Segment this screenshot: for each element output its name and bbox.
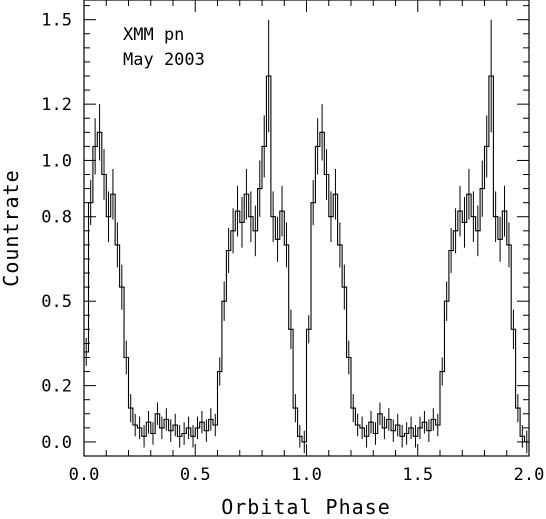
x-tick-label: 0.0 — [69, 465, 100, 485]
y-tick-label: 1.2 — [41, 95, 72, 115]
y-tick-label: 0.8 — [41, 208, 72, 228]
y-tick-label: 1.5 — [41, 11, 72, 31]
y-axis-title: Countrate — [0, 169, 23, 286]
x-tick-labels: 0.0 0.5 1.0 1.5 2.0 — [69, 465, 545, 485]
annotation-date: May 2003 — [123, 50, 205, 70]
x-tick-label: 1.0 — [291, 465, 322, 485]
x-tick-label: 0.5 — [180, 465, 211, 485]
y-tick-label: 0.5 — [41, 292, 72, 312]
y-tick-labels: 0.0 0.2 0.5 0.8 1.0 1.2 1.5 — [41, 11, 72, 453]
x-tick-label: 2.0 — [514, 465, 545, 485]
y-tick-label: 0.2 — [41, 377, 72, 397]
x-axis-title: Orbital Phase — [221, 495, 391, 519]
x-tick-label: 1.5 — [402, 465, 433, 485]
countrate-series-line — [84, 75, 529, 443]
annotation-instrument: XMM pn — [123, 25, 184, 45]
y-tick-label: 1.0 — [41, 151, 72, 171]
axis-ticks — [83, 0, 530, 456]
y-tick-label: 0.0 — [41, 433, 72, 453]
